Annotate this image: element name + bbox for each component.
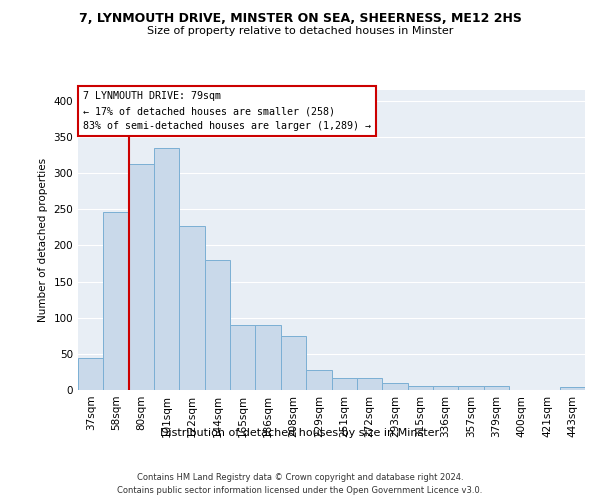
Text: 7, LYNMOUTH DRIVE, MINSTER ON SEA, SHEERNESS, ME12 2HS: 7, LYNMOUTH DRIVE, MINSTER ON SEA, SHEER…	[79, 12, 521, 26]
Bar	[484, 386, 509, 390]
Bar	[407, 386, 433, 390]
Text: 7 LYNMOUTH DRIVE: 79sqm
← 17% of detached houses are smaller (258)
83% of semi-d: 7 LYNMOUTH DRIVE: 79sqm ← 17% of detache…	[83, 92, 371, 131]
Bar	[78, 358, 103, 390]
Bar	[458, 386, 484, 390]
Bar	[154, 148, 179, 390]
Bar	[103, 212, 128, 390]
Bar	[560, 387, 585, 390]
Bar	[331, 378, 357, 390]
Bar	[256, 325, 281, 390]
Bar	[357, 378, 382, 390]
Bar	[306, 370, 332, 390]
Bar	[382, 383, 407, 390]
Text: Contains HM Land Registry data © Crown copyright and database right 2024.
Contai: Contains HM Land Registry data © Crown c…	[118, 474, 482, 495]
Bar	[179, 226, 205, 390]
Bar	[205, 260, 230, 390]
Bar	[281, 336, 306, 390]
Text: Distribution of detached houses by size in Minster: Distribution of detached houses by size …	[160, 428, 440, 438]
Bar	[433, 386, 458, 390]
Y-axis label: Number of detached properties: Number of detached properties	[38, 158, 48, 322]
Bar	[128, 164, 154, 390]
Bar	[230, 325, 256, 390]
Text: Size of property relative to detached houses in Minster: Size of property relative to detached ho…	[147, 26, 453, 36]
